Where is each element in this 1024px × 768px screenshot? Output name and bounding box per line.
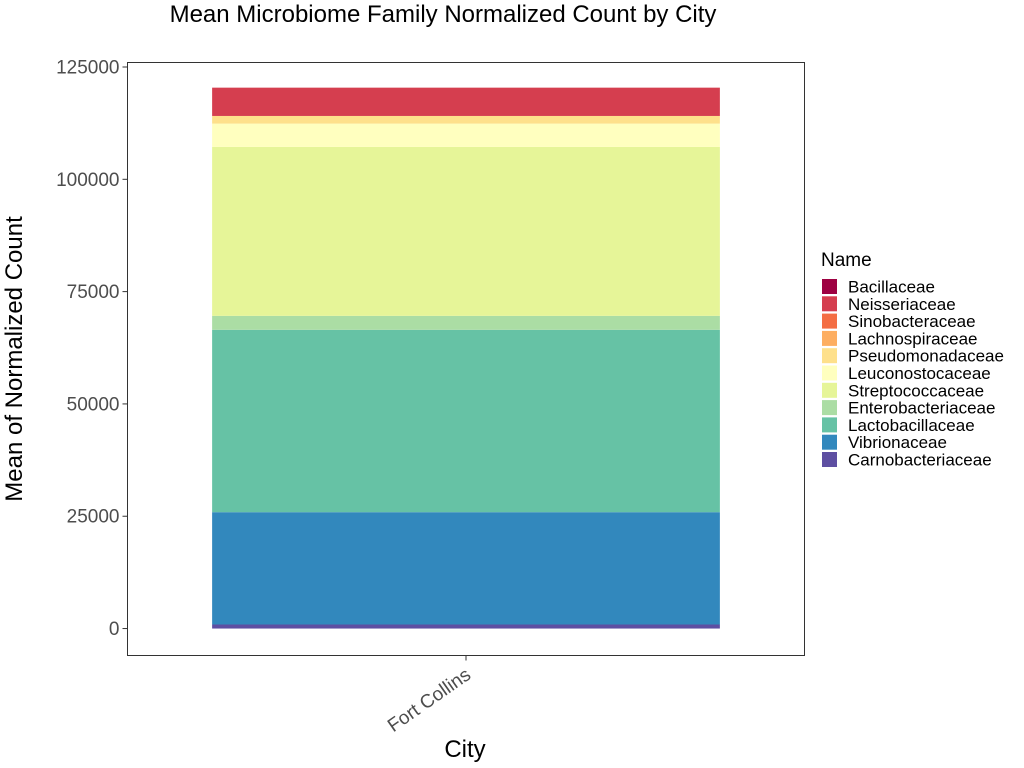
bar-segment-vibrionaceae <box>212 512 720 625</box>
y-tick-label: 0 <box>109 619 120 640</box>
legend-key-enterobacteriaceae <box>822 400 837 416</box>
legend-key-streptococcaceae <box>822 382 837 398</box>
legend-title: Name <box>821 250 872 271</box>
x-tick-label: Fort Collins <box>384 664 475 736</box>
x-axis-title: City <box>444 736 485 763</box>
legend-label-sinobacteraceae: Sinobacteraceae <box>848 312 976 331</box>
bar-segment-streptococcaceae <box>212 146 720 316</box>
legend-label-enterobacteriaceae: Enterobacteriaceae <box>848 399 995 418</box>
x-axis: Fort Collins <box>384 655 475 737</box>
legend-label-vibrionaceae: Vibrionaceae <box>848 433 947 452</box>
bar-segment-enterobacteriaceae <box>212 315 720 330</box>
legend-key-lactobacillaceae <box>822 417 837 433</box>
legend-key-vibrionaceae <box>822 434 837 450</box>
y-axis-title: Mean of Normalized Count <box>1 216 28 502</box>
y-tick-label: 100000 <box>56 170 119 191</box>
legend-key-bacillaceae <box>822 279 837 294</box>
legend-key-sinobacteraceae <box>822 313 837 329</box>
legend: Name BacillaceaeNeisseriaceaeSinobactera… <box>821 250 1004 470</box>
legend-label-lactobacillaceae: Lactobacillaceae <box>848 416 975 435</box>
y-axis: 0 25000 50000 75000 100000 125000 <box>56 57 128 640</box>
bar-stack <box>212 87 720 629</box>
bar-segment-neisseriaceae <box>212 87 720 116</box>
legend-label-pseudomonadaceae: Pseudomonadaceae <box>848 347 1004 366</box>
bar-segment-leuconostocaceae <box>212 123 720 147</box>
bar-segment-lactobacillaceae <box>212 329 720 513</box>
legend-label-streptococcaceae: Streptococcaceae <box>848 381 984 400</box>
legend-label-neisseriaceae: Neisseriaceae <box>848 295 956 314</box>
legend-key-leuconostocaceae <box>822 365 837 381</box>
legend-key-carnobacteriaceae <box>822 452 837 467</box>
legend-label-carnobacteriaceae: Carnobacteriaceae <box>848 451 992 470</box>
y-tick-label: 125000 <box>56 57 119 78</box>
legend-key-pseudomonadaceae <box>822 348 837 364</box>
legend-key-lachnospiraceae <box>822 330 837 346</box>
legend-key-neisseriaceae <box>822 296 837 312</box>
y-tick-label: 75000 <box>67 282 120 303</box>
legend-label-bacillaceae: Bacillaceae <box>848 278 935 297</box>
y-tick-label: 25000 <box>67 507 120 528</box>
legend-label-leuconostocaceae: Leuconostocaceae <box>848 364 991 383</box>
y-tick-label: 50000 <box>67 394 120 415</box>
legend-label-lachnospiraceae: Lachnospiraceae <box>848 329 977 348</box>
bar-segment-pseudomonadaceae <box>212 115 720 124</box>
bar-segment-carnobacteriaceae <box>212 624 720 629</box>
chart-title: Mean Microbiome Family Normalized Count … <box>170 1 717 28</box>
